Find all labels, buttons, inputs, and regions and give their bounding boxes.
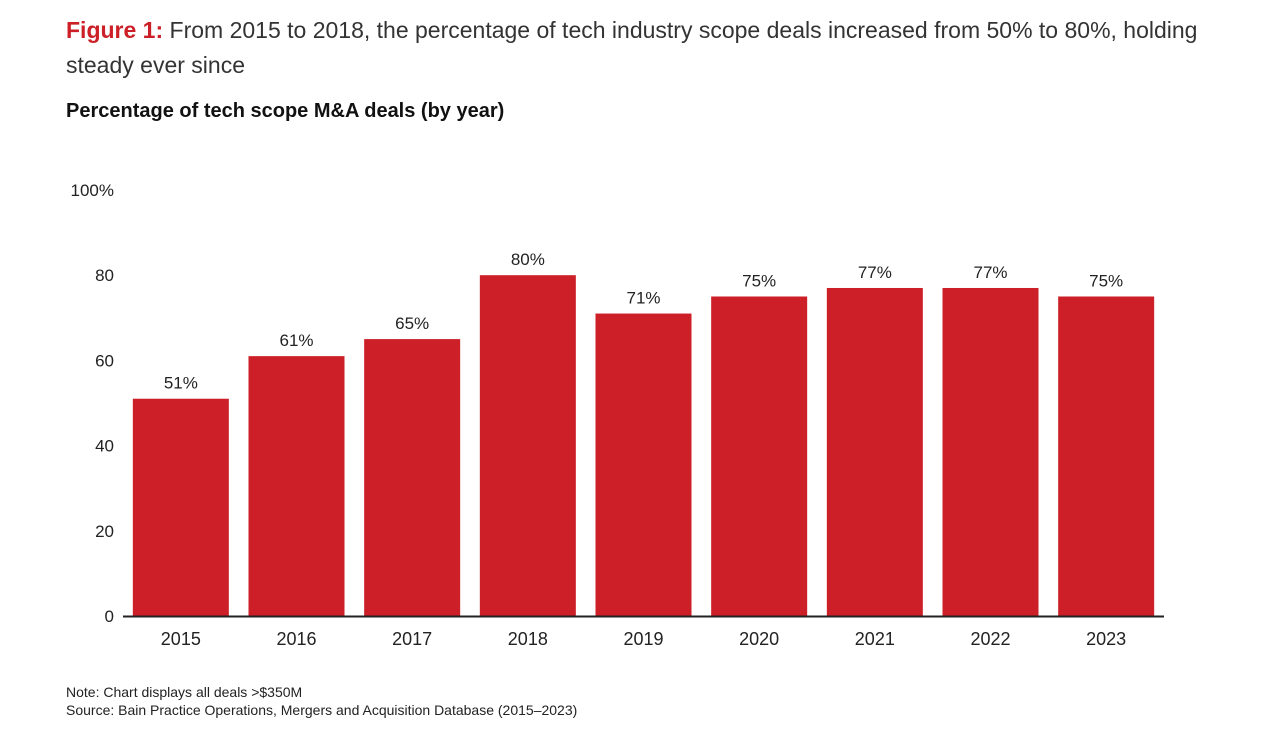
x-tick-label: 2016 <box>276 629 316 649</box>
source-text: Source: Bain Practice Operations, Merger… <box>66 702 578 718</box>
bar <box>364 339 461 616</box>
bar <box>942 287 1039 616</box>
bar-data-label: 65% <box>395 314 429 333</box>
bar-data-label: 61% <box>279 331 313 350</box>
bar-data-label: 80% <box>511 250 545 269</box>
x-tick-label: 2020 <box>739 629 779 649</box>
y-tick-label: 60 <box>95 351 114 370</box>
bar <box>248 356 345 616</box>
bar-data-label: 51% <box>164 374 198 393</box>
figure-label: Figure 1: <box>66 17 164 43</box>
bar-data-label: 71% <box>626 289 660 308</box>
bar <box>479 275 576 616</box>
x-tick-label: 2017 <box>392 629 432 649</box>
x-tick-label: 2018 <box>508 629 548 649</box>
bar-series: 51% 61% 65% 80% 71% 75% 77% 77% 75% <box>132 250 1155 616</box>
x-tick-label: 2015 <box>161 629 201 649</box>
x-tick-label: 2022 <box>970 629 1010 649</box>
y-tick-label: 80 <box>95 266 114 285</box>
bar <box>595 313 692 616</box>
bar <box>1058 296 1155 616</box>
figure-heading: Figure 1: From 2015 to 2018, the percent… <box>66 13 1216 83</box>
chart-notes: Note: Chart displays all deals >$350M So… <box>66 683 577 719</box>
y-axis: 0 20 40 60 80 100% <box>71 181 114 626</box>
bar-data-label: 77% <box>973 263 1007 282</box>
bar-data-label: 75% <box>1089 272 1123 291</box>
y-tick-label: 100% <box>71 181 114 200</box>
bar <box>826 287 923 616</box>
x-tick-label: 2023 <box>1086 629 1126 649</box>
bar-data-label: 75% <box>742 272 776 291</box>
y-tick-label: 0 <box>105 607 114 626</box>
x-tick-label: 2019 <box>623 629 663 649</box>
x-axis: 2015 2016 2017 2018 2019 2020 2021 2022 2023 <box>161 629 1126 649</box>
bar <box>132 398 229 616</box>
figure-caption: From 2015 to 2018, the percentage of tec… <box>66 17 1198 78</box>
x-tick-label: 2021 <box>855 629 895 649</box>
y-tick-label: 40 <box>95 437 114 456</box>
note-text: Note: Chart displays all deals >$350M <box>66 684 303 700</box>
bar-data-label: 77% <box>858 263 892 282</box>
bar <box>711 296 808 616</box>
chart-title: Percentage of tech scope M&A deals (by y… <box>66 100 505 122</box>
y-tick-label: 20 <box>95 522 114 541</box>
